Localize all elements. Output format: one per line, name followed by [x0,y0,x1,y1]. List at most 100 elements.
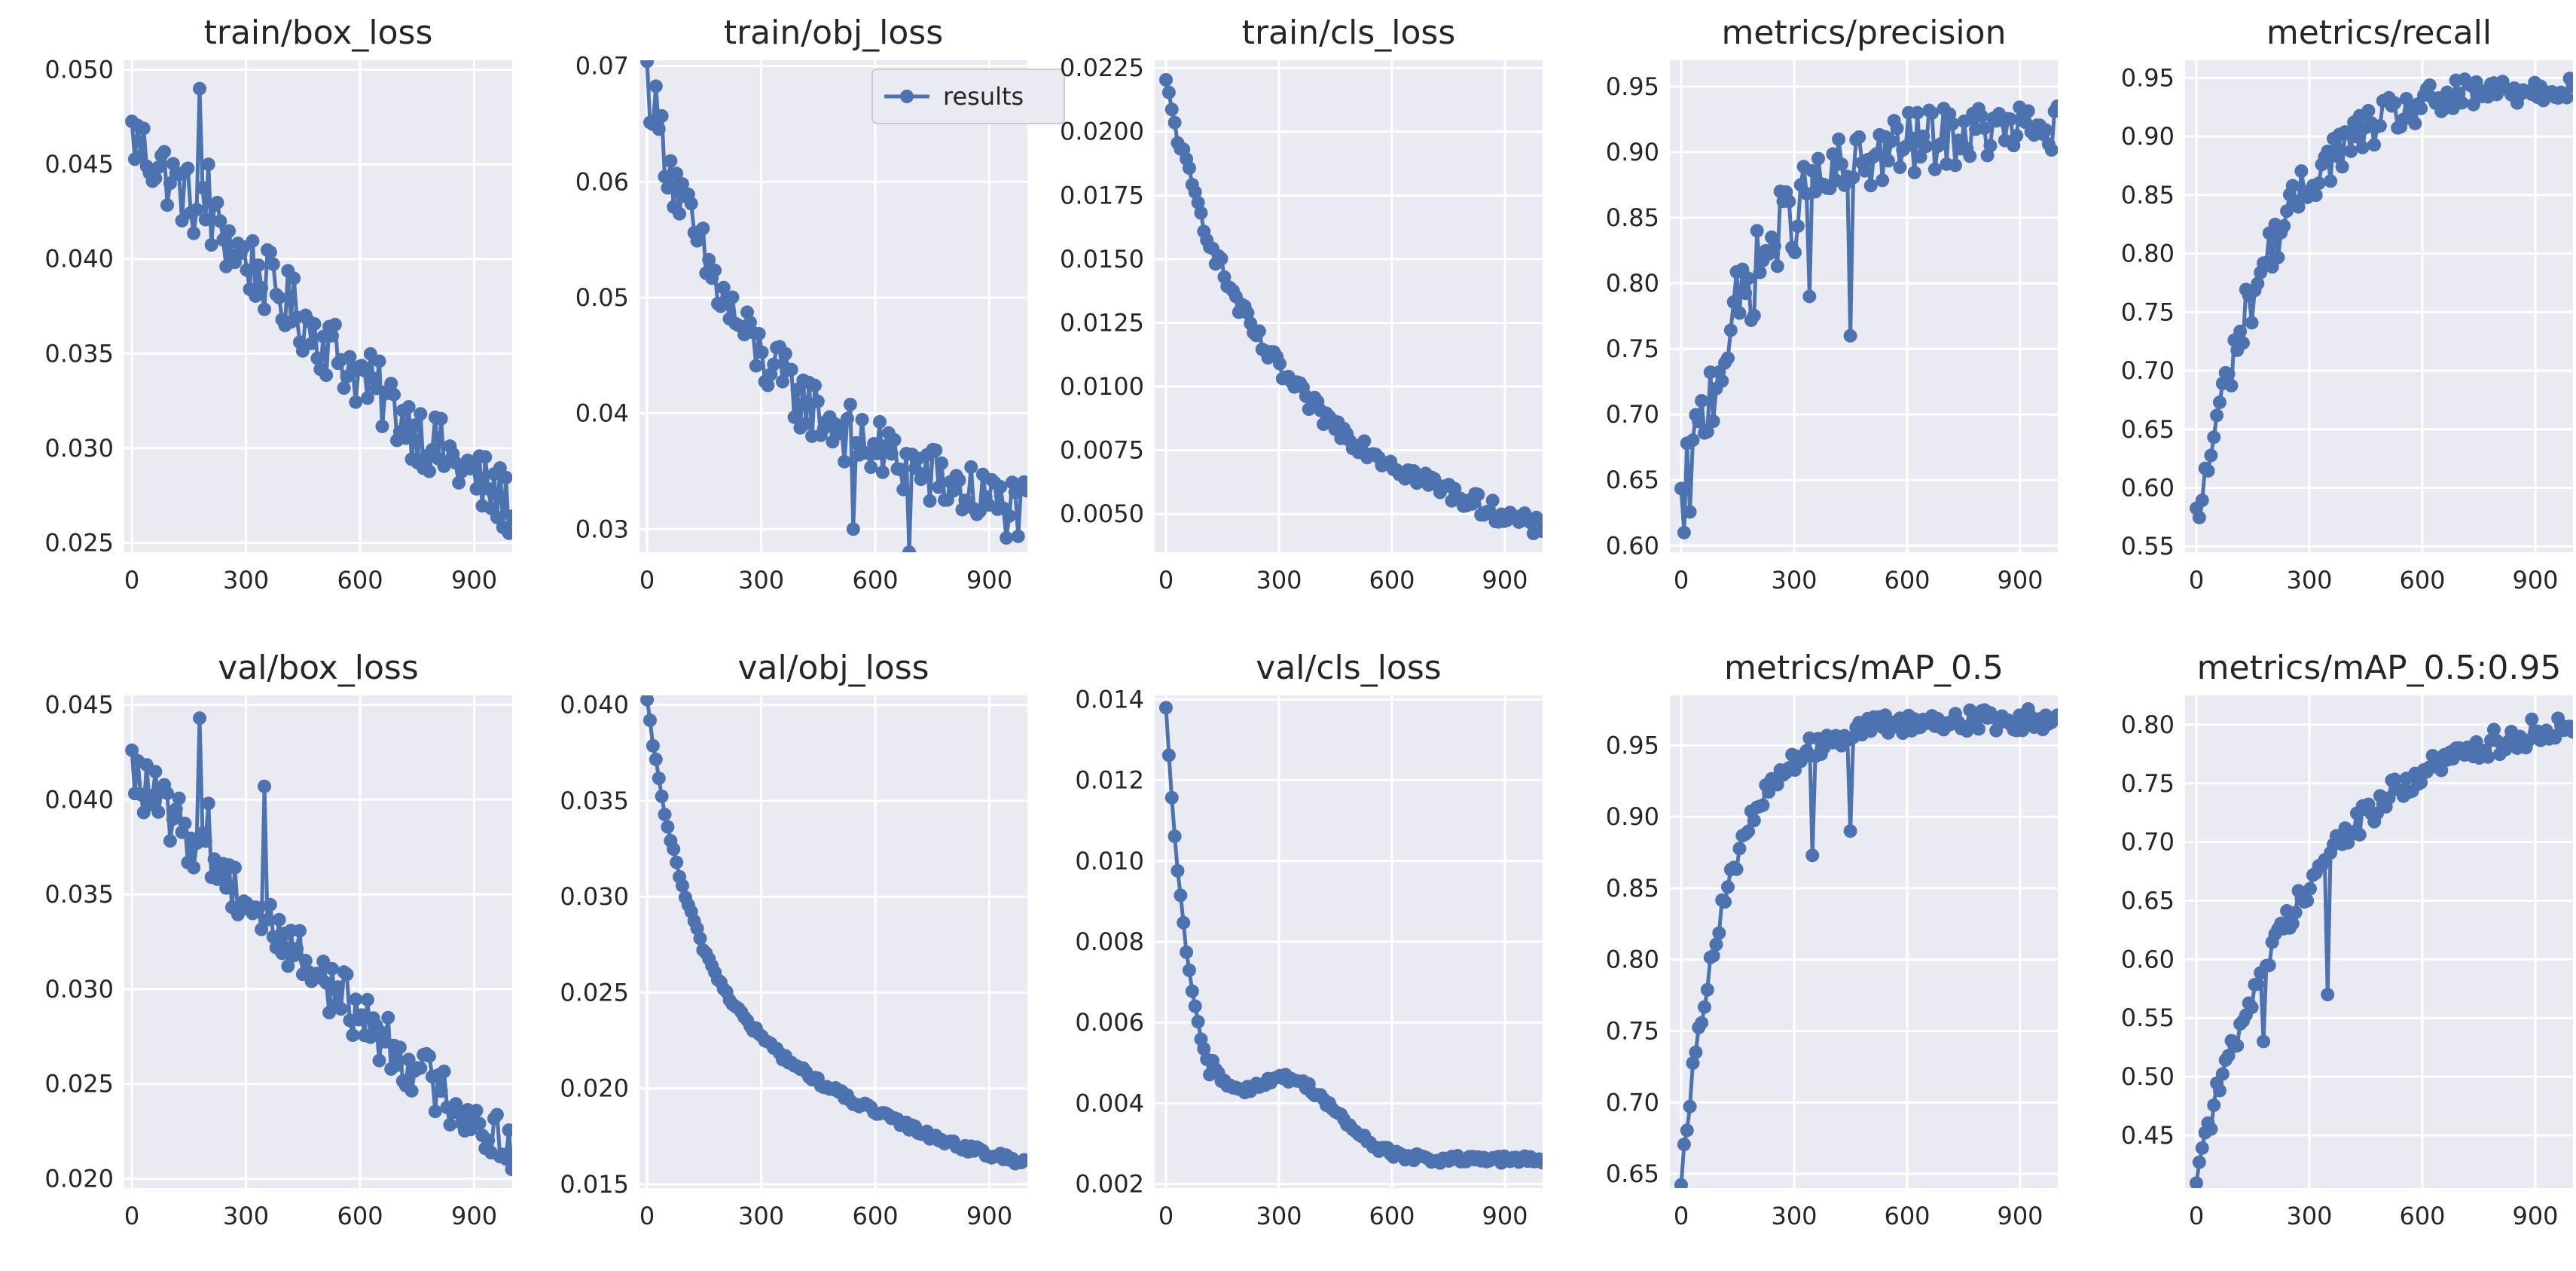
data-point [1188,999,1202,1013]
data-point [1252,324,1266,338]
chart-svg: 0 300 600 900 0.020 0.025 0.030 0.035 0.040 0.045… [44,649,512,1230]
data-point [884,447,899,461]
data-point [1852,130,1866,144]
data-point [1907,165,1921,179]
data-point [676,878,690,893]
x-tick-label: 300 [1771,1202,1817,1230]
chart-title: metrics/precision [1722,14,2007,52]
data-point [846,522,860,536]
data-point [716,280,731,295]
data-point [2236,336,2250,350]
data-point [304,336,319,350]
data-point [334,1002,348,1016]
x-tick-label: 0 [124,566,139,594]
data-point [1863,724,1878,738]
data-point [2285,916,2300,930]
chart-svg: 0 300 600 900 0.60 0.65 0.70 0.75 0.80 0.85 0.90 0.… [1606,14,2058,594]
y-tick-label: 0.70 [1606,1088,1659,1117]
data-point [414,1061,428,1075]
data-point [1686,433,1700,448]
data-point [481,481,496,496]
y-tick-label: 0.030 [560,882,629,911]
data-point [266,257,280,271]
data-point [193,711,207,726]
data-point [252,901,266,915]
data-point [287,271,301,286]
data-point [1712,926,1726,940]
x-tick-label: 300 [2286,566,2332,594]
data-point [749,359,763,373]
data-point [752,327,766,341]
data-point [1904,131,1918,145]
data-point [1167,115,1182,130]
y-tick-label: 0.014 [1075,685,1144,713]
y-tick-label: 0.0225 [1060,53,1144,82]
data-point [640,60,655,69]
data-point [684,197,698,211]
data-point [2010,129,2024,143]
data-point [2565,79,2573,93]
series-group [1159,701,1543,1170]
data-point [240,263,254,277]
data-point [1756,798,1770,812]
data-point [2367,138,2382,152]
data-point [163,834,177,848]
x-tick-label: 0 [1674,1202,1689,1230]
data-point [384,377,398,391]
data-point [2455,96,2469,110]
data-point [1180,945,1194,959]
data-point [1805,848,1820,863]
data-point [2215,1067,2230,1081]
data-point [1974,109,1988,124]
x-tick-label: 600 [1369,566,1415,594]
data-point [838,454,852,469]
data-point [2210,408,2224,423]
data-point [649,752,663,766]
data-point [1683,505,1697,519]
data-point [2303,881,2318,896]
data-point [640,695,655,707]
data-point [136,121,151,136]
panel-metrics-precision: 0 300 600 900 0.60 0.65 0.70 0.75 0.80 0.85 0.90 0.… [1546,0,2061,635]
data-point [428,1104,442,1119]
data-point [670,167,684,181]
data-point [1720,351,1735,365]
data-point [1697,1000,1711,1014]
x-tick-label: 0 [124,1202,139,1230]
data-point [1700,982,1714,997]
data-point [2192,1155,2206,1169]
series-group [1159,72,1543,540]
data-point [2373,119,2387,133]
y-tick-label: 0.65 [2121,887,2175,915]
y-tick-label: 0.75 [2121,298,2175,326]
data-point [1846,170,1860,185]
data-point [929,443,943,457]
data-point [360,391,374,405]
data-point [160,198,175,212]
data-point [2021,104,2035,118]
data-point [1000,530,1014,545]
data-point [204,238,218,252]
y-tick-label: 0.70 [2121,828,2175,857]
x-tick-label: 600 [853,1202,899,1230]
data-point [1811,151,1825,166]
chart-title: train/cls_loss [1242,14,1456,52]
panel-metrics-map-0-5-0-95: 0 300 600 900 0.45 0.50 0.55 0.60 0.65 0.70 0.75 0.… [2061,635,2576,1271]
data-point [125,743,139,757]
data-point [2192,510,2206,524]
y-tick-label: 0.0200 [1060,118,1144,146]
data-point [2044,143,2058,157]
data-point [1869,147,1884,161]
x-tick-label: 900 [451,566,497,594]
data-point [258,779,272,793]
x-tick-label: 900 [1997,1202,2043,1230]
data-point [1164,790,1179,805]
data-point [1802,289,1817,304]
data-point [157,145,172,159]
y-tick-label: 0.65 [2121,415,2175,444]
data-point [505,1163,512,1177]
chart-svg: 0 300 600 900 0.015 0.020 0.025 0.030 0.035 0.040… [560,649,1027,1230]
data-point [1876,173,1890,188]
y-tick-label: 0.050 [44,56,114,84]
data-point [1188,185,1202,199]
